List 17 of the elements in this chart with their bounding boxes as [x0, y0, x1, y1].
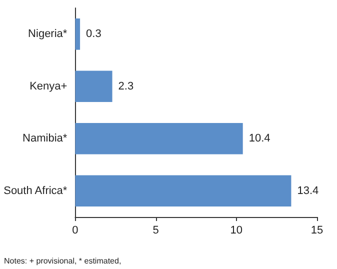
y-tick-label: Kenya+	[30, 80, 68, 92]
x-tick-label: 0	[72, 224, 78, 236]
bar	[75, 122, 243, 154]
data-label: 0.3	[86, 28, 102, 40]
data-label: 13.4	[297, 184, 319, 197]
x-tick-label: 10	[230, 224, 243, 236]
x-tick-label: 5	[152, 224, 159, 236]
bar	[75, 18, 80, 50]
bar	[75, 175, 292, 207]
y-tick-label: Namibia*	[22, 132, 68, 145]
data-label: 2.3	[118, 80, 134, 92]
text: Notes: + provisional, * estimated,	[4, 256, 122, 266]
y-tick-label: Nigeria*	[28, 28, 68, 40]
data-label: 10.4	[248, 132, 270, 145]
x-tick-label: 15	[310, 224, 324, 236]
y-tick-label: South Africa*	[4, 184, 68, 197]
bar	[75, 70, 112, 102]
